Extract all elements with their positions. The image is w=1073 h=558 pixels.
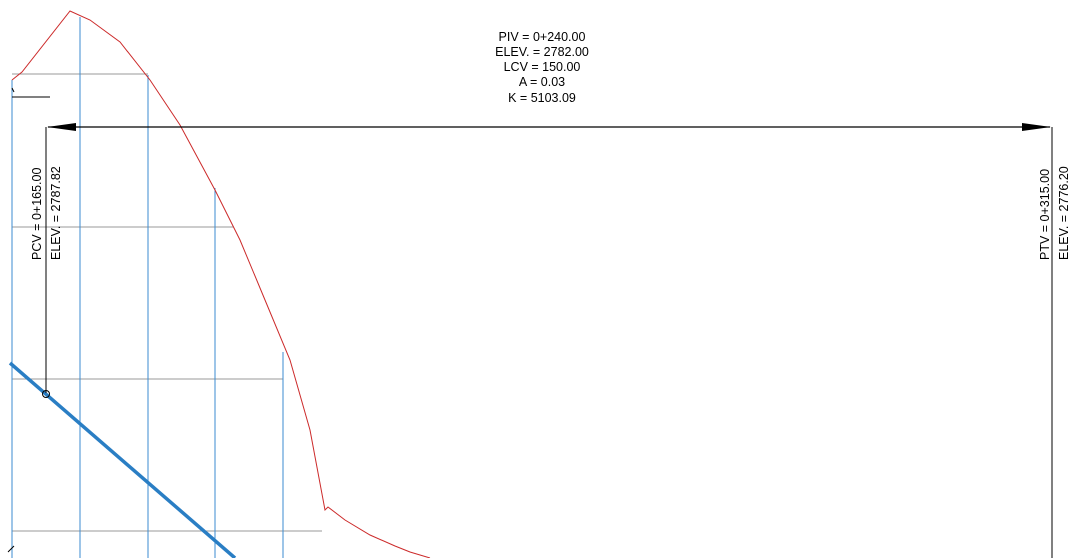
ptv-label-block: PTV = 0+315.00 ELEV. = 2776.20 [1038,166,1071,260]
vertical-grid [11,17,284,558]
lcv-label: LCV = 150.00 [504,60,581,74]
dimension-arrow-left-icon [47,123,76,131]
pcv-station-label: PCV = 0+165.00 [30,168,44,260]
pcv-point-icon [42,390,50,398]
piv-elev-label: ELEV. = 2782.00 [495,45,589,59]
a-label: A = 0.03 [519,75,565,89]
ptv-station-label: PTV = 0+315.00 [1038,169,1052,260]
k-label: K = 5103.09 [508,91,576,105]
horizontal-grid [12,73,322,532]
dimension-arrow-right-icon [1022,123,1051,131]
terrain-profile [11,10,431,558]
design-grade-line [8,361,237,558]
left-edge-ticks [7,87,50,553]
pcv-elev-label: ELEV. = 2787.82 [49,166,63,260]
ptv-elev-label: ELEV. = 2776.20 [1057,166,1071,260]
pcv-label-block: PCV = 0+165.00 ELEV. = 2787.82 [30,166,63,260]
piv-label: PIV = 0+240.00 [499,30,586,44]
curve-label-block: PIV = 0+240.00 ELEV. = 2782.00 LCV = 150… [495,30,589,105]
